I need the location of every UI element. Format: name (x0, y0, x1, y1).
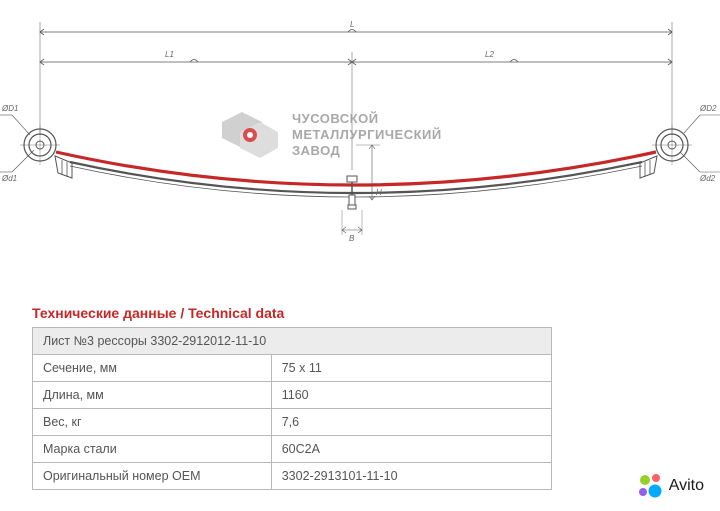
dim-dd2: Ød2 (700, 174, 715, 183)
logo-line2: МЕТАЛЛУРГИЧЕСКИЙ (292, 127, 442, 143)
avito-text: Avito (669, 477, 704, 495)
factory-logo: ЧУСОВСКОЙ МЕТАЛЛУРГИЧЕСКИЙ ЗАВОД (220, 110, 442, 160)
table-row: Длина, мм 1160 (33, 382, 552, 409)
section-title: Технические данные / Technical data (32, 305, 552, 321)
table-row: Вес, кг 7,6 (33, 409, 552, 436)
row-label: Длина, мм (33, 382, 272, 409)
header-cell: Лист №3 рессоры 3302-2912012-11-10 (33, 328, 552, 355)
table-row: Сечение, мм 75 x 11 (33, 355, 552, 382)
row-value: 60С2А (271, 436, 551, 463)
row-label: Сечение, мм (33, 355, 272, 382)
logo-line3: ЗАВОД (292, 143, 442, 159)
dim-L: L (350, 20, 354, 29)
row-label: Оригинальный номер ОЕМ (33, 463, 272, 490)
table-row: Оригинальный номер ОЕМ 3302-2913101-11-1… (33, 463, 552, 490)
dim-D2: ØD2 (700, 104, 716, 113)
row-value: 75 x 11 (271, 355, 551, 382)
avito-logo-icon (635, 471, 665, 501)
row-value: 1160 (271, 382, 551, 409)
dim-L1: L1 (165, 50, 174, 59)
dim-H: H (376, 188, 382, 197)
logo-line1: ЧУСОВСКОЙ (292, 111, 442, 127)
spec-table: Лист №3 рессоры 3302-2912012-11-10 Сечен… (32, 327, 552, 490)
avito-watermark: Avito (635, 471, 704, 501)
tech-data-section: Технические данные / Technical data Лист… (32, 305, 552, 490)
row-value: 3302-2913101-11-10 (271, 463, 551, 490)
dim-D1: ØD1 (2, 104, 18, 113)
dim-L2: L2 (485, 50, 494, 59)
row-label: Марка стали (33, 436, 272, 463)
dim-dd1: Ød1 (2, 174, 17, 183)
logo-icon (220, 110, 280, 160)
table-header-row: Лист №3 рессоры 3302-2912012-11-10 (33, 328, 552, 355)
table-row: Марка стали 60С2А (33, 436, 552, 463)
row-value: 7,6 (271, 409, 551, 436)
row-label: Вес, кг (33, 409, 272, 436)
logo-text: ЧУСОВСКОЙ МЕТАЛЛУРГИЧЕСКИЙ ЗАВОД (292, 111, 442, 160)
spring-diagram: L L1 L2 ØD1 Ød1 ØD2 Ød2 H B ЧУСОВСКОЙ МЕ… (0, 0, 720, 260)
dim-B: B (349, 234, 354, 243)
